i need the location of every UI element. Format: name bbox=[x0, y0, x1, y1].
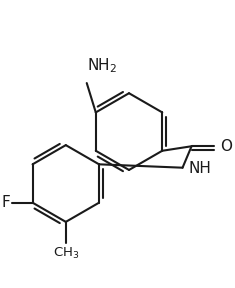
Text: F: F bbox=[1, 195, 10, 210]
Text: NH: NH bbox=[188, 161, 211, 176]
Text: NH$_2$: NH$_2$ bbox=[87, 56, 118, 75]
Text: CH$_3$: CH$_3$ bbox=[53, 246, 79, 261]
Text: O: O bbox=[220, 139, 232, 154]
